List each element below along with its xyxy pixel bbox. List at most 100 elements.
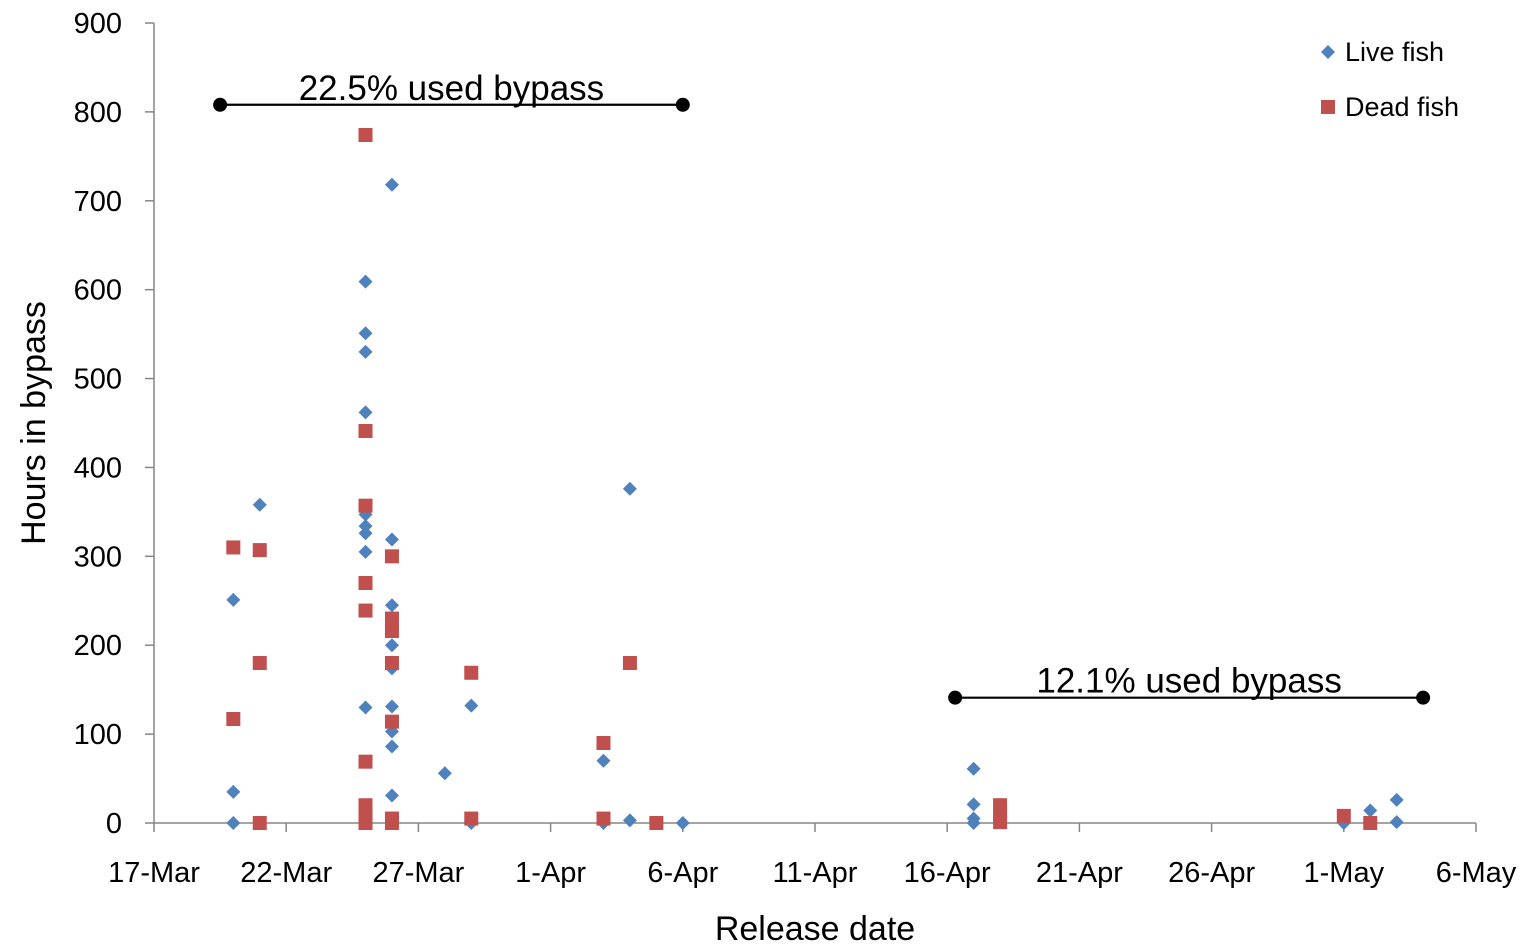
live-fish-point bbox=[966, 761, 981, 776]
live-fish-point bbox=[1363, 803, 1378, 818]
legend-label: Dead fish bbox=[1345, 92, 1459, 122]
y-tick-label: 0 bbox=[106, 808, 122, 840]
annotation-endpoint bbox=[1416, 690, 1431, 705]
x-ticks: 17-Mar 22-Mar 27-Mar 1-Apr 6-Apr 11-Apr 16-Apr… bbox=[108, 823, 1517, 889]
annotation-label: 12.1% used bypass bbox=[1036, 662, 1341, 701]
dead-fish-point bbox=[226, 712, 241, 726]
dead-fish-point bbox=[358, 128, 373, 142]
dead-fish-point bbox=[358, 424, 373, 438]
live-fish-point bbox=[226, 784, 241, 799]
legend-marker-dead-fish bbox=[1321, 100, 1335, 114]
live-fish-point bbox=[226, 816, 241, 830]
live-fish-point bbox=[596, 753, 611, 768]
y-ticks: 0 100 200 300 400 500 600 700 800 900 bbox=[74, 8, 154, 840]
legend-label: Live fish bbox=[1345, 37, 1444, 67]
live-fish-point bbox=[384, 532, 399, 547]
live-fish-point bbox=[358, 274, 373, 289]
dead-fish-point bbox=[252, 543, 267, 558]
x-tick-label: 27-Mar bbox=[372, 857, 464, 889]
live-fish-point bbox=[675, 816, 690, 830]
live-fish-point bbox=[358, 405, 373, 420]
live-fish-point bbox=[358, 326, 373, 341]
annotation-endpoint bbox=[948, 690, 963, 705]
live-fish-point bbox=[252, 497, 267, 512]
dead-fish-point bbox=[993, 815, 1008, 830]
live-fish-point bbox=[226, 592, 241, 607]
live-fish-point bbox=[1389, 815, 1404, 830]
dead-fish-point bbox=[596, 811, 611, 826]
x-tick-label: 1-Apr bbox=[515, 857, 586, 889]
live-fish-point bbox=[358, 519, 373, 534]
dead-fish-point bbox=[252, 816, 267, 830]
x-tick-label: 6-Apr bbox=[647, 857, 718, 889]
dead-fish-point bbox=[464, 811, 479, 826]
dead-fish-point bbox=[358, 816, 373, 830]
live-fish-point bbox=[1389, 792, 1404, 807]
live-fish-point bbox=[966, 797, 981, 812]
dead-fish-point bbox=[358, 754, 373, 769]
data-points bbox=[226, 128, 1404, 830]
dead-fish-point bbox=[384, 816, 399, 830]
dead-fish-point bbox=[384, 656, 399, 670]
legend: Live fish Dead fish bbox=[1321, 37, 1459, 122]
y-tick-label: 900 bbox=[74, 8, 122, 40]
annotation-endpoint bbox=[213, 97, 228, 112]
x-tick-label: 21-Apr bbox=[1036, 857, 1123, 889]
live-fish-point bbox=[384, 739, 399, 754]
live-fish-point bbox=[622, 813, 637, 828]
live-fish-point bbox=[358, 700, 373, 715]
y-tick-label: 500 bbox=[74, 364, 122, 396]
live-fish-point bbox=[358, 344, 373, 359]
x-tick-label: 16-Apr bbox=[904, 857, 991, 889]
x-tick-label: 11-Apr bbox=[773, 857, 858, 889]
live-fish-series bbox=[226, 177, 1404, 830]
live-fish-point bbox=[358, 526, 373, 541]
live-fish-point bbox=[622, 481, 637, 496]
live-fish-point bbox=[384, 598, 399, 613]
y-tick-label: 400 bbox=[74, 452, 122, 484]
live-fish-point bbox=[358, 544, 373, 559]
dead-fish-point bbox=[384, 714, 399, 729]
dead-fish-point bbox=[252, 656, 267, 670]
annotation-label: 22.5% used bypass bbox=[299, 69, 604, 108]
live-fish-point bbox=[464, 698, 479, 713]
live-fish-point bbox=[384, 177, 399, 192]
x-axis-title: Release date bbox=[715, 910, 915, 945]
x-tick-label: 22-Mar bbox=[240, 857, 332, 889]
axes bbox=[153, 23, 1476, 824]
dead-fish-point bbox=[649, 816, 664, 830]
live-fish-point bbox=[966, 816, 981, 830]
dead-fish-point bbox=[1363, 816, 1378, 830]
dead-fish-point bbox=[384, 624, 399, 638]
dead-fish-point bbox=[1336, 808, 1351, 823]
x-tick-label: 1-May bbox=[1304, 857, 1385, 889]
y-tick-label: 700 bbox=[74, 186, 122, 218]
y-tick-label: 800 bbox=[74, 97, 122, 129]
dead-fish-point bbox=[358, 603, 373, 618]
dead-fish-point bbox=[358, 498, 373, 513]
x-tick-label: 26-Apr bbox=[1168, 857, 1255, 889]
dead-fish-point bbox=[384, 611, 399, 626]
y-axis-title: Hours in bypass bbox=[15, 301, 53, 545]
legend-marker-live-fish bbox=[1321, 45, 1335, 59]
live-fish-point bbox=[437, 766, 452, 781]
annotation-endpoint bbox=[675, 97, 690, 112]
dead-fish-point bbox=[464, 665, 479, 680]
dead-fish-point bbox=[622, 656, 637, 670]
live-fish-point bbox=[384, 788, 399, 803]
y-tick-label: 200 bbox=[74, 630, 122, 662]
dead-fish-point bbox=[596, 736, 611, 750]
y-tick-label: 600 bbox=[74, 275, 122, 307]
live-fish-point bbox=[384, 699, 399, 714]
dead-fish-series bbox=[226, 128, 1378, 830]
x-tick-label: 6-May bbox=[1436, 857, 1517, 889]
y-tick-label: 300 bbox=[74, 541, 122, 573]
y-tick-label: 100 bbox=[74, 719, 122, 751]
dead-fish-point bbox=[226, 540, 241, 555]
dead-fish-point bbox=[358, 576, 373, 590]
dead-fish-point bbox=[384, 549, 399, 564]
x-tick-label: 17-Mar bbox=[108, 857, 200, 889]
live-fish-point bbox=[384, 638, 399, 653]
annotations: 22.5% used bypass 12.1% used bypass bbox=[213, 69, 1431, 705]
